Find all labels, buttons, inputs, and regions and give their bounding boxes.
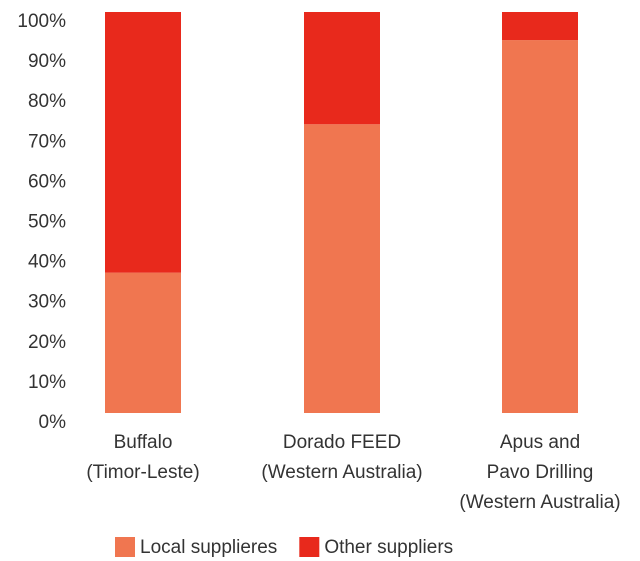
- x-tick-label: (Western Australia): [459, 492, 620, 513]
- y-tick-label: 100%: [17, 11, 66, 32]
- y-tick-label: 40%: [28, 252, 66, 273]
- y-tick-label: 30%: [28, 292, 66, 313]
- bar-segment: [502, 12, 578, 41]
- x-tick-label: Dorado FEED: [283, 432, 401, 453]
- x-tick-label: (Western Australia): [261, 462, 422, 483]
- y-tick-label: 80%: [28, 91, 66, 112]
- bar-segment: [304, 12, 380, 125]
- legend-label: Local supplieres: [140, 537, 277, 558]
- bar-segment: [304, 124, 380, 413]
- x-tick-label: Apus and: [500, 432, 580, 453]
- bar-segment: [105, 12, 181, 273]
- legend-swatch: [115, 537, 135, 557]
- bar-segment: [105, 272, 181, 413]
- y-tick-label: 20%: [28, 332, 66, 353]
- x-tick-label: Buffalo: [114, 432, 173, 453]
- x-tick-label: (Timor-Leste): [86, 462, 199, 483]
- legend-label: Other suppliers: [324, 537, 453, 558]
- y-tick-label: 50%: [28, 212, 66, 233]
- y-tick-label: 90%: [28, 51, 66, 72]
- x-tick-label: Pavo Drilling: [487, 462, 594, 483]
- y-tick-label: 0%: [39, 412, 67, 433]
- y-tick-label: 10%: [28, 372, 66, 393]
- y-tick-label: 60%: [28, 171, 66, 192]
- y-tick-label: 70%: [28, 131, 66, 152]
- legend-swatch: [299, 537, 320, 557]
- bar-segment: [502, 40, 578, 413]
